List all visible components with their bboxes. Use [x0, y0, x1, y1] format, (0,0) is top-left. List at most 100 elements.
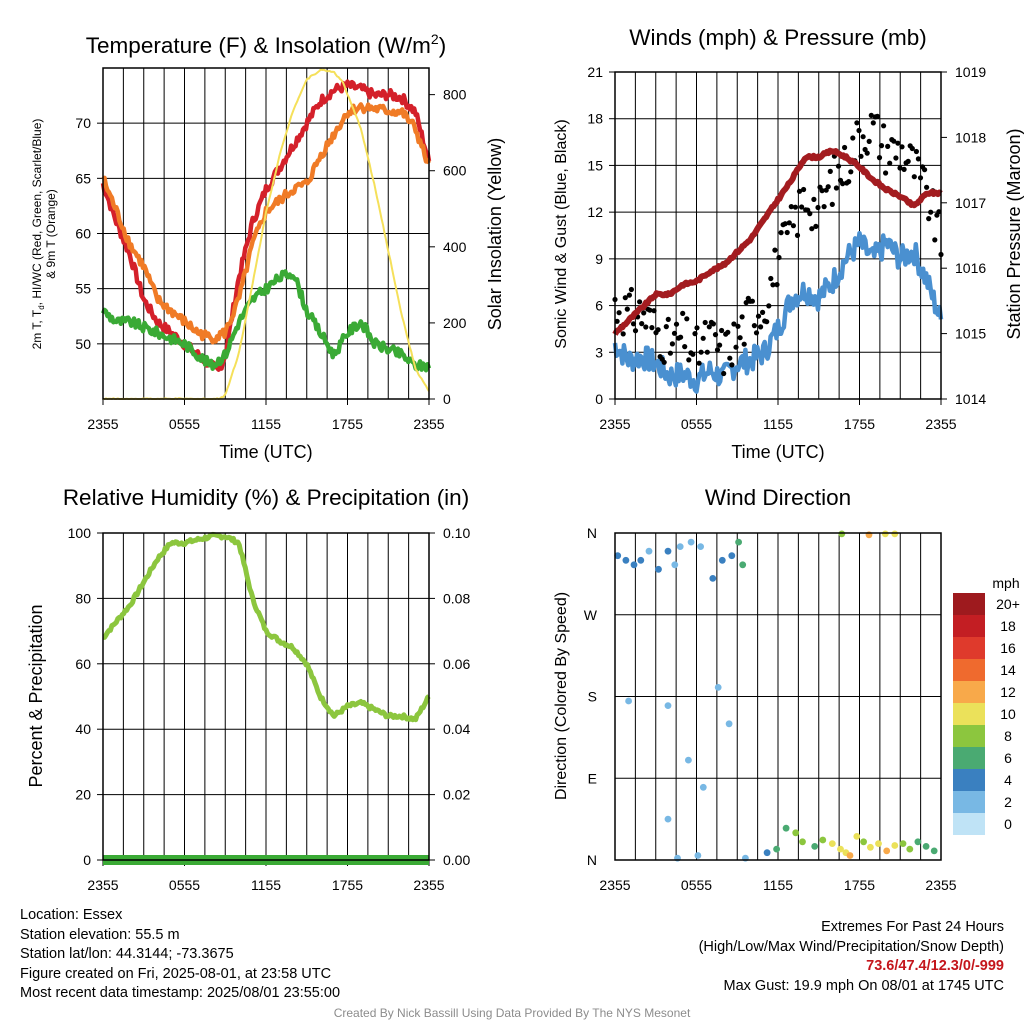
colorbar-label: 4: [1004, 772, 1012, 788]
winds-gust-point: [764, 319, 770, 325]
winds-y2-tick-label: 1015: [955, 326, 986, 342]
winds-gust-point: [883, 170, 889, 176]
winds-gust-point: [796, 188, 803, 194]
humidity-y2-tick-label: 0.02: [443, 787, 470, 803]
winds-gust-point: [768, 275, 774, 282]
direction-title: Wind Direction: [705, 485, 851, 510]
winds-gust-point: [809, 226, 815, 232]
direction-point: [838, 530, 846, 538]
winds-y-tick-label: 21: [587, 64, 603, 80]
winds-gust-point: [788, 204, 794, 210]
winds-gust-point: [887, 160, 893, 166]
latlon-text: Station lat/lon: 44.3144; -73.3675: [20, 946, 234, 962]
winds-gust-point: [671, 330, 678, 336]
winds-gust-point: [866, 138, 872, 144]
direction-y-tick-label: S: [588, 689, 597, 705]
temperature-y2-tick-label: 0: [443, 391, 451, 407]
winds-gust-point: [878, 143, 885, 149]
direction-plot-border: [614, 532, 942, 861]
humidity-y2-tick-label: 0.06: [443, 656, 470, 672]
temperature-series-line-0: [100, 79, 432, 372]
winds-gust-point: [854, 120, 860, 126]
direction-point: [860, 838, 867, 846]
winds-gust-point: [651, 308, 657, 314]
winds-gust-point: [673, 321, 680, 327]
direction-point: [914, 838, 922, 846]
winds-gust-point: [813, 223, 819, 229]
winds-gust-point: [739, 314, 745, 320]
winds-gust-point: [696, 360, 702, 366]
winds-gust-point: [749, 298, 756, 304]
winds-gust-point: [792, 204, 799, 210]
temperature-y-tick-label: 65: [75, 170, 91, 186]
winds-gust-point: [790, 223, 797, 229]
winds-gust-point: [901, 166, 907, 172]
winds-gust-point: [811, 196, 817, 202]
colorbar-swatch: [953, 747, 985, 769]
winds-gust-point: [667, 350, 674, 356]
winds-gust-point: [641, 310, 647, 316]
winds-gust-point: [893, 155, 899, 161]
direction-y-tick-label: N: [587, 525, 597, 541]
colorbar-swatch: [953, 813, 985, 835]
winds-x-tick-label: 2355: [599, 416, 630, 432]
winds-gust-point: [680, 310, 686, 316]
humidity-series-line-0: [102, 531, 431, 723]
colorbar-label: 6: [1004, 750, 1012, 766]
direction-point: [687, 538, 695, 546]
humidity-x-tick-label: 0555: [169, 877, 200, 893]
direction-x-tick-label: 1155: [763, 877, 793, 893]
colorbar-label: 12: [1000, 684, 1016, 700]
winds-x-tick-label: 0555: [681, 416, 712, 432]
colorbar-swatch: [953, 791, 985, 813]
winds-gust-point: [913, 148, 920, 155]
direction-point: [837, 845, 844, 853]
direction-point: [671, 561, 679, 569]
winds-gust-point: [760, 309, 766, 315]
direction-point: [664, 702, 672, 709]
temperature-x-axis-label: Time (UTC): [219, 442, 312, 462]
temperature-y-tick-label: 50: [75, 336, 91, 352]
station-info: Location: Essex Station elevation: 55.5 …: [20, 906, 340, 1004]
direction-x-tick-label: 2355: [925, 877, 956, 893]
extremes-values: 73.6/47.4/12.3/0/-999: [866, 958, 1004, 974]
winds-title: Winds (mph) & Pressure (mb): [629, 25, 927, 50]
direction-x-tick-label: 0555: [681, 877, 712, 893]
credit-text: Created By Nick Bassill Using Data Provi…: [333, 1006, 691, 1020]
winds-gust-point: [846, 179, 852, 185]
winds-gust-point: [721, 370, 727, 377]
winds-y2-tick-label: 1016: [955, 260, 986, 276]
extremes-legend: (High/Low/Max Wind/Precipitation/Snow De…: [698, 938, 1004, 955]
winds-x-axis-label: Time (UTC): [731, 442, 824, 462]
winds-left-axis-label: Sonic Wind & Gust (Blue, Black): [553, 119, 570, 348]
humidity-plot-border: [102, 532, 430, 861]
winds-gust-point: [753, 330, 760, 336]
colorbar-label: 20+: [996, 596, 1020, 612]
winds-gust-point: [735, 323, 741, 329]
direction-point: [763, 849, 771, 857]
colorbar-label: 0: [1004, 816, 1012, 832]
winds-gust-point: [874, 113, 881, 119]
winds-y2-tick-label: 1018: [955, 129, 986, 145]
humidity-y2-tick-label: 0.08: [443, 590, 470, 606]
temperature-left-axis-label-line2: & 9m T (Orange): [44, 189, 58, 279]
winds-gust-point: [936, 209, 942, 215]
direction-point: [867, 843, 874, 851]
direction-point: [694, 852, 702, 859]
winds-gust-point: [702, 319, 708, 326]
winds-gust-point: [897, 165, 903, 171]
winds-y-tick-label: 9: [595, 251, 603, 267]
colorbar-swatch: [953, 725, 985, 747]
colorbar-label: 14: [1000, 662, 1016, 678]
winds-gust-point: [842, 144, 848, 151]
winds-gust-point: [850, 135, 856, 141]
direction-point: [906, 845, 914, 853]
winds-gust-point: [682, 344, 688, 350]
winds-gust-point: [829, 201, 835, 207]
winds-y-tick-label: 3: [595, 344, 603, 360]
temperature-right-axis-label: Solar Insolation (Yellow): [485, 138, 505, 330]
winds-gust-point: [649, 325, 655, 331]
winds-gust-point: [741, 341, 747, 347]
created-text: Figure created on Fri, 2025-08-01, at 23…: [20, 965, 332, 982]
winds-gust-point: [815, 204, 821, 211]
